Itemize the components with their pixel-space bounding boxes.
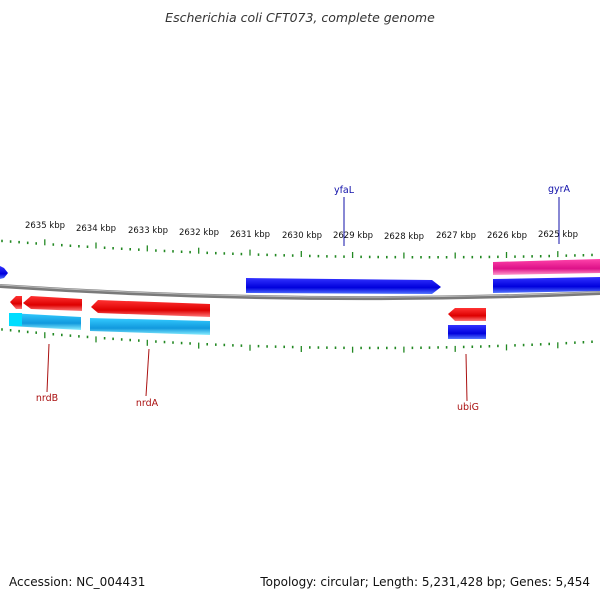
genome-backbone-highlight [0,284,600,298]
gene-label-ubiG[interactable]: ubiG [457,402,479,413]
gene-nrdA-cyan[interactable] [90,318,210,335]
gene-nrdA[interactable] [91,300,210,317]
gene-nrdB[interactable] [23,296,82,311]
gene-nrdB-cyan[interactable] [9,313,81,330]
scale-labels: 2635 kbp 2634 kbp 2633 kbp 2632 kbp 2631… [25,221,578,242]
genome-backbone [0,284,600,301]
scale-label: 2625 kbp [538,230,578,240]
gene-label-yfaL[interactable]: yfaL [334,185,355,196]
gene-label-nrdB[interactable]: nrdB [36,393,58,404]
scale-label: 2628 kbp [384,232,424,242]
gene-arrow-left-edge[interactable] [0,266,8,279]
gene-ubiG[interactable] [448,308,486,321]
scale-ticks-bottom [1,328,593,353]
scale-label: 2633 kbp [128,226,168,236]
genome-info-label: Topology: circular; Length: 5,231,428 bp… [259,575,590,589]
scale-label: 2634 kbp [76,224,116,234]
scale-label: 2635 kbp [25,221,65,231]
gene-label-nrdA[interactable]: nrdA [136,398,159,409]
gene-gyrA[interactable] [493,277,600,293]
scale-label: 2630 kbp [282,231,322,241]
gene-yfaL[interactable] [246,278,441,294]
map-title: Escherichia coli CFT073, complete genome [165,10,435,25]
gene-reverse-small[interactable] [10,296,22,309]
scale-label: 2632 kbp [179,228,219,238]
callout-line-nrdB [46,343,50,393]
scale-label: 2627 kbp [436,231,476,241]
scale-label: 2629 kbp [333,231,373,241]
scale-label: 2626 kbp [487,231,527,241]
gene-label-gyrA[interactable]: gyrA [548,184,571,195]
gene-ubiG-blue[interactable] [448,325,486,339]
gene-gyrA-magenta[interactable] [493,259,600,275]
scale-label: 2631 kbp [230,230,270,240]
accession-label: Accession: NC_004431 [9,575,145,589]
callout-line-ubiG [465,353,468,402]
scale-ticks-top [1,239,593,259]
gene-nrdB-cyan-start[interactable] [9,313,22,326]
callout-line-nrdA [145,348,150,397]
